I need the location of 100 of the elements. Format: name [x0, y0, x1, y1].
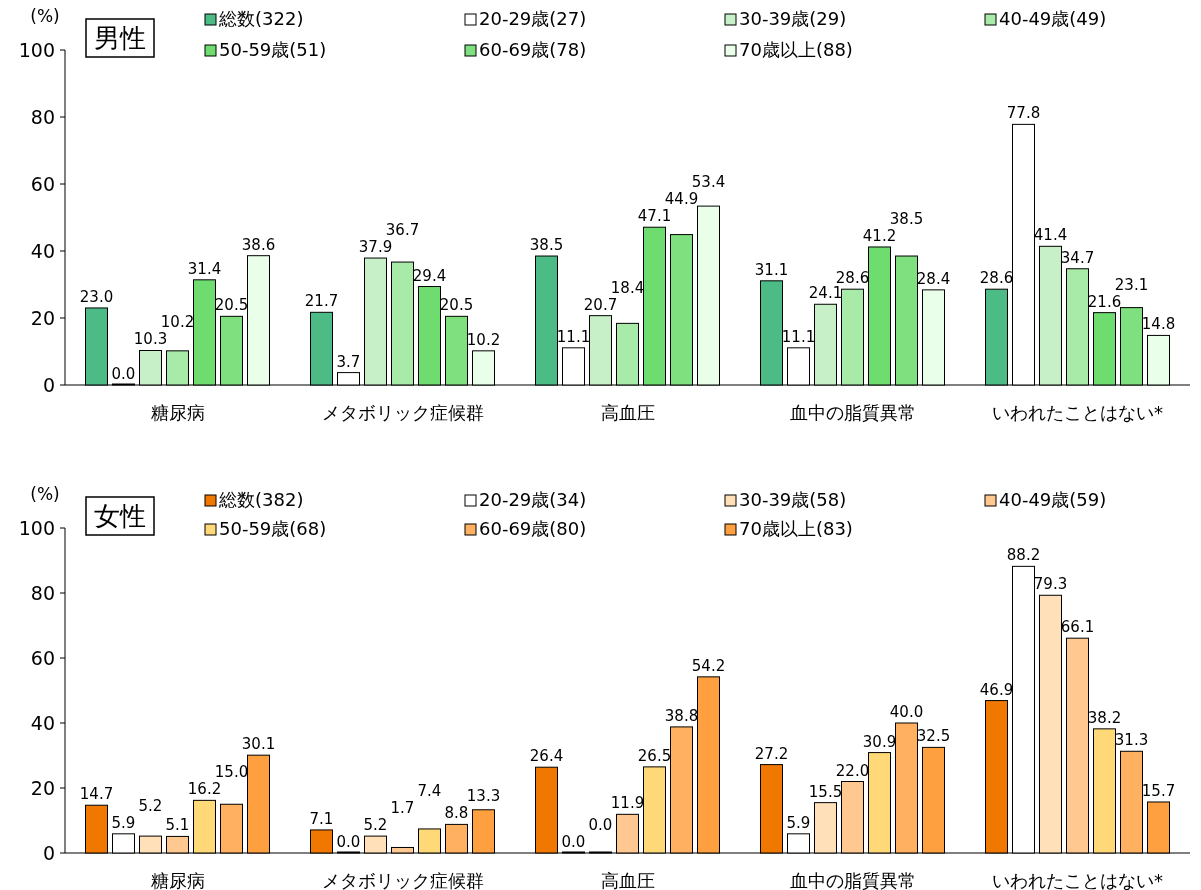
data-label: 8.8 — [444, 804, 469, 823]
y-tick-label: 0 — [42, 374, 55, 396]
data-label: 23.0 — [79, 287, 114, 306]
data-label: 30.1 — [241, 735, 276, 754]
data-label: 40.0 — [889, 703, 924, 721]
data-label: 77.8 — [1006, 104, 1041, 123]
legend-label: 40-49歳(49) — [999, 8, 1107, 29]
y-axis-title: (%) — [30, 484, 60, 504]
legend-label: 30-39歳(29) — [739, 8, 847, 29]
data-label: 15.0 — [214, 763, 249, 782]
data-label: 44.9 — [664, 190, 699, 209]
data-label: 21.7 — [304, 292, 339, 311]
data-label: 5.2 — [363, 816, 388, 835]
data-label: 11.9 — [610, 794, 645, 813]
data-label: 47.1 — [637, 207, 672, 226]
data-label: 41.4 — [1033, 226, 1068, 245]
data-label: 15.5 — [808, 782, 843, 801]
y-tick-label: 40 — [30, 712, 55, 734]
data-label: 38.5 — [889, 209, 924, 228]
data-label: 41.2 — [862, 226, 897, 245]
data-label: 22.0 — [835, 761, 870, 780]
x-tick-label: 血中の脂質異常 — [789, 402, 916, 423]
data-label: 53.4 — [691, 173, 726, 192]
x-tick-label: 高血圧 — [600, 870, 655, 890]
y-tick-label: 20 — [30, 307, 55, 329]
y-axis-title: (%) — [30, 6, 60, 26]
y-tick-label: 80 — [30, 582, 55, 604]
data-label: 38.8 — [664, 706, 699, 725]
legend-label: 40-49歳(59) — [999, 489, 1107, 510]
data-label: 7.1 — [309, 809, 334, 828]
y-tick-label: 0 — [42, 842, 55, 864]
data-label: 54.2 — [691, 656, 726, 675]
data-label: 0.0 — [111, 365, 136, 383]
data-label: 11.1 — [556, 327, 591, 346]
chart-title: 男性 — [94, 23, 146, 53]
data-label: 0.0 — [561, 833, 586, 851]
data-label: 88.2 — [1006, 546, 1041, 565]
data-label: 28.4 — [916, 269, 951, 288]
y-tick-label: 40 — [30, 240, 55, 262]
data-label: 10.2 — [160, 313, 195, 332]
data-label: 14.8 — [1141, 315, 1176, 334]
data-label: 30.9 — [862, 732, 897, 751]
x-tick-label: メタボリック症候群 — [321, 402, 484, 423]
legend-label: 70歳以上(83) — [739, 518, 853, 539]
data-label: 7.4 — [417, 782, 442, 801]
data-label: 24.1 — [808, 284, 843, 303]
data-label: 16.2 — [187, 780, 222, 799]
y-tick-label: 80 — [30, 106, 55, 128]
data-label: 36.7 — [385, 221, 420, 240]
data-label: 46.9 — [979, 680, 1014, 699]
legend-label: 50-59歳(51) — [219, 39, 327, 60]
y-tick-label: 100 — [18, 517, 55, 539]
data-label: 27.2 — [754, 744, 789, 763]
data-label: 38.2 — [1087, 708, 1122, 727]
data-label: 5.9 — [786, 813, 811, 832]
data-label: 5.9 — [111, 813, 136, 832]
y-tick-label: 100 — [18, 39, 55, 61]
data-label: 10.2 — [466, 330, 501, 349]
data-label: 79.3 — [1033, 575, 1068, 594]
x-tick-label: 血中の脂質異常 — [789, 870, 916, 890]
data-label: 20.5 — [439, 296, 474, 315]
data-label: 5.2 — [138, 796, 163, 815]
data-label: 21.6 — [1087, 292, 1122, 311]
x-tick-label: 糖尿病 — [150, 870, 205, 890]
y-tick-label: 20 — [30, 777, 55, 799]
data-label: 11.1 — [781, 327, 816, 346]
legend-label: 60-69歳(80) — [479, 518, 587, 539]
data-label: 66.1 — [1060, 618, 1095, 637]
x-tick-label: メタボリック症候群 — [321, 870, 484, 890]
data-label: 0.0 — [588, 816, 613, 834]
data-label: 38.5 — [529, 236, 564, 255]
data-label: 13.3 — [466, 787, 501, 806]
data-label: 10.3 — [133, 330, 168, 349]
y-tick-label: 60 — [30, 647, 55, 669]
data-label: 0.0 — [336, 833, 361, 851]
data-label: 28.6 — [979, 269, 1014, 288]
data-label: 14.7 — [79, 785, 114, 804]
legend-label: 60-69歳(78) — [479, 39, 587, 60]
data-label: 20.5 — [214, 296, 249, 315]
legend-label: 50-59歳(68) — [219, 518, 327, 539]
data-label: 26.5 — [637, 746, 672, 765]
data-label: 38.6 — [241, 235, 276, 254]
x-tick-label: いわれたことはない* — [992, 870, 1163, 890]
data-label: 32.5 — [916, 727, 951, 746]
data-label: 37.9 — [358, 238, 393, 257]
data-label: 5.1 — [165, 816, 190, 835]
legend-label: 70歳以上(88) — [739, 39, 853, 60]
data-label: 3.7 — [336, 352, 361, 371]
legend-label: 20-29歳(27) — [479, 8, 587, 29]
y-tick-label: 60 — [30, 173, 55, 195]
data-label: 1.7 — [390, 799, 415, 818]
legend-label: 総数(322) — [218, 8, 304, 29]
data-label: 29.4 — [412, 266, 447, 285]
legend-label: 30-39歳(58) — [739, 489, 847, 510]
data-label: 31.4 — [187, 259, 222, 278]
data-label: 20.7 — [583, 295, 618, 314]
data-label: 23.1 — [1114, 275, 1149, 294]
data-label: 31.3 — [1114, 731, 1149, 750]
x-tick-label: 高血圧 — [600, 402, 655, 423]
data-label: 34.7 — [1060, 248, 1095, 267]
